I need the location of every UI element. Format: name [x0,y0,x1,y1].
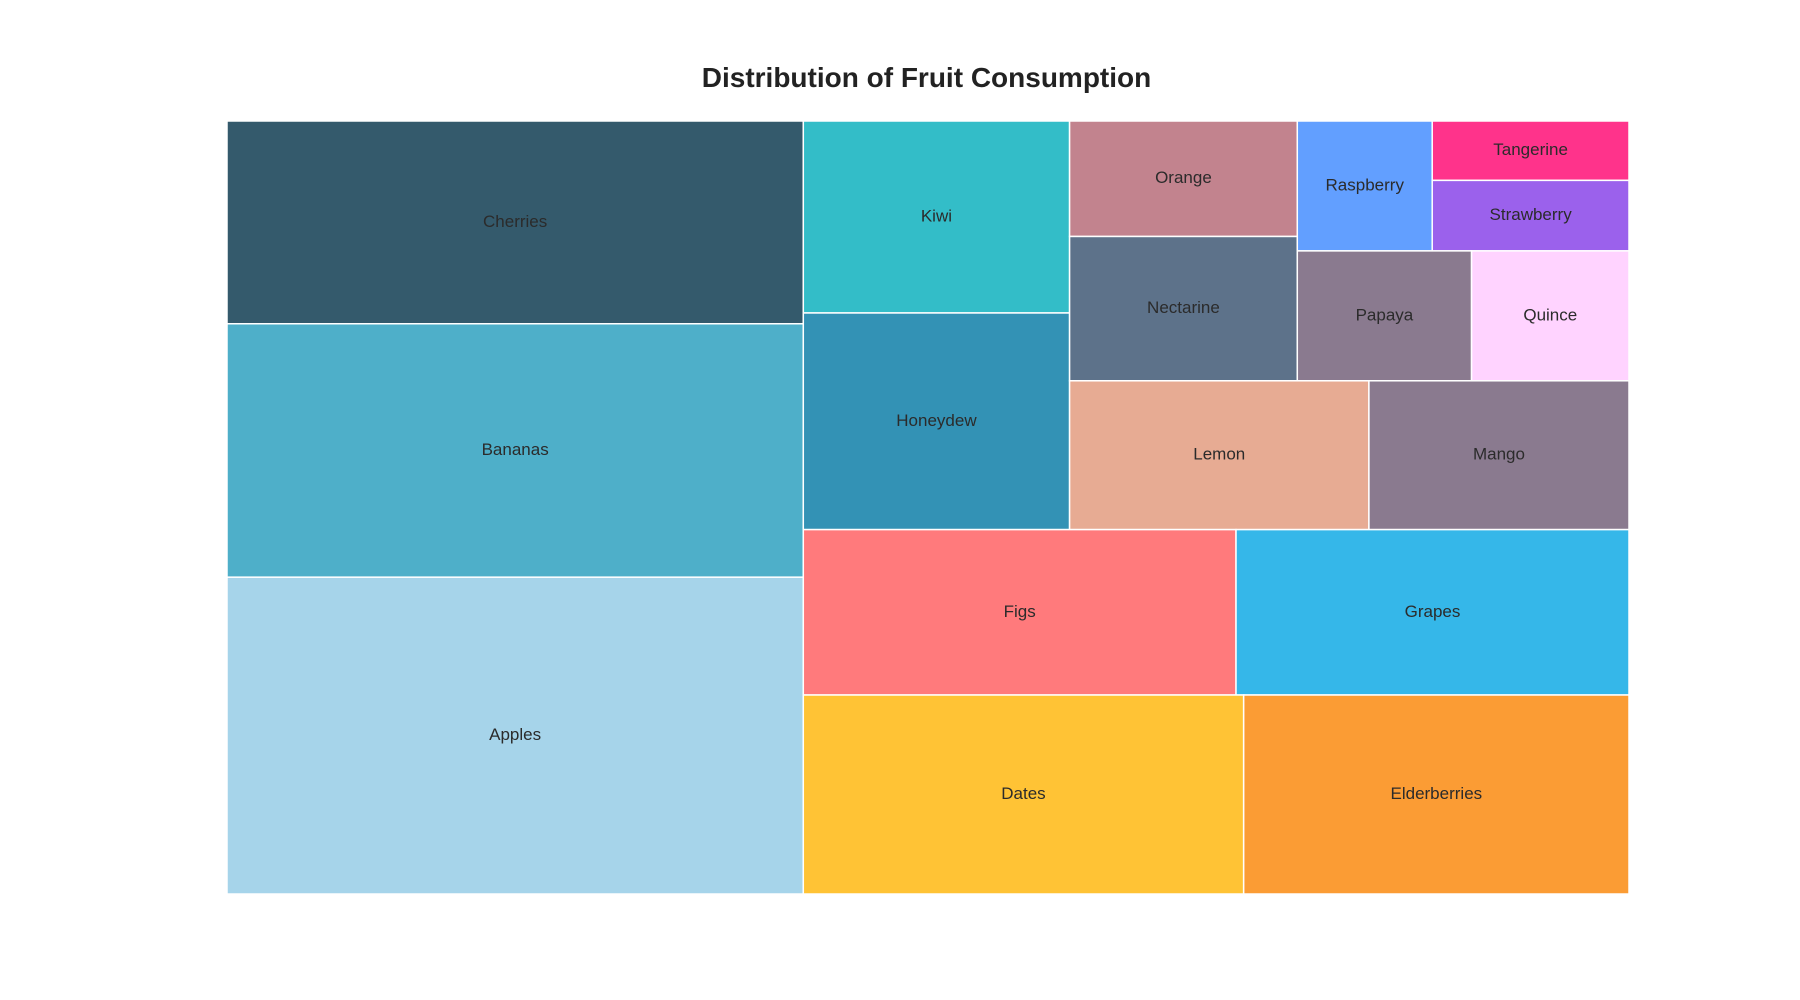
treemap-label-tangerine: Tangerine [1493,140,1568,159]
treemap-tile-apples[interactable]: Apples [226,576,805,895]
treemap-label-quince: Quince [1523,305,1577,324]
treemap-tile-kiwi[interactable]: Kiwi [802,120,1071,314]
treemap-label-mango: Mango [1473,445,1525,464]
treemap-tile-honeydew[interactable]: Honeydew [802,312,1071,531]
treemap-rect-elderberries[interactable] [1242,694,1630,895]
treemap-tile-nectarine[interactable]: Nectarine [1068,235,1299,382]
treemap-label-bananas: Bananas [482,440,549,459]
treemap-rect-quince[interactable] [1470,250,1630,382]
treemap-label-lemon: Lemon [1193,445,1245,464]
treemap-tile-grapes[interactable]: Grapes [1235,528,1630,696]
treemap-rect-bananas[interactable] [226,323,805,578]
treemap-rect-apples[interactable] [226,576,805,895]
treemap-rect-cherries[interactable] [226,120,805,325]
treemap-tile-lemon[interactable]: Lemon [1068,380,1370,531]
treemap-rect-nectarine[interactable] [1068,235,1299,382]
treemap-label-elderberries: Elderberries [1391,784,1483,803]
treemap-tile-raspberry[interactable]: Raspberry [1296,120,1433,252]
treemap-label-papaya: Papaya [1356,305,1414,324]
treemap-tile-papaya[interactable]: Papaya [1296,250,1473,382]
treemap-rect-kiwi[interactable] [802,120,1071,314]
treemap-label-figs: Figs [1004,602,1036,621]
treemap-rect-raspberry[interactable] [1296,120,1433,252]
treemap-rect-mango[interactable] [1368,380,1630,531]
treemap-label-nectarine: Nectarine [1147,298,1220,317]
treemap-label-grapes: Grapes [1405,602,1461,621]
treemap-rect-strawberry[interactable] [1431,179,1630,252]
treemap-tile-orange[interactable]: Orange [1068,120,1299,238]
treemap-tile-bananas[interactable]: Bananas [226,323,805,578]
treemap-tile-quince[interactable]: Quince [1470,250,1630,382]
treemap-rect-dates[interactable] [802,694,1245,895]
treemap-label-apples: Apples [489,725,541,744]
treemap-rect-lemon[interactable] [1068,380,1370,531]
treemap-tile-strawberry[interactable]: Strawberry [1431,179,1630,252]
treemap-tile-elderberries[interactable]: Elderberries [1242,694,1630,895]
treemap-tile-tangerine[interactable]: Tangerine [1431,120,1630,182]
treemap-label-raspberry: Raspberry [1326,175,1405,194]
treemap-label-orange: Orange [1155,168,1212,187]
treemap-tile-cherries[interactable]: Cherries [226,120,805,325]
treemap-rect-grapes[interactable] [1235,528,1630,696]
treemap-label-kiwi: Kiwi [921,206,952,225]
treemap-label-honeydew: Honeydew [896,411,977,430]
treemap-tile-figs[interactable]: Figs [802,528,1237,696]
treemap-tile-dates[interactable]: Dates [802,694,1245,895]
treemap-tile-mango[interactable]: Mango [1368,380,1630,531]
treemap-rect-tangerine[interactable] [1431,120,1630,182]
treemap-label-cherries: Cherries [483,212,547,231]
treemap-label-dates: Dates [1001,784,1045,803]
chart-title: Distribution of Fruit Consumption [701,62,1152,93]
treemap-label-strawberry: Strawberry [1490,205,1573,224]
treemap-rect-figs[interactable] [802,528,1237,696]
